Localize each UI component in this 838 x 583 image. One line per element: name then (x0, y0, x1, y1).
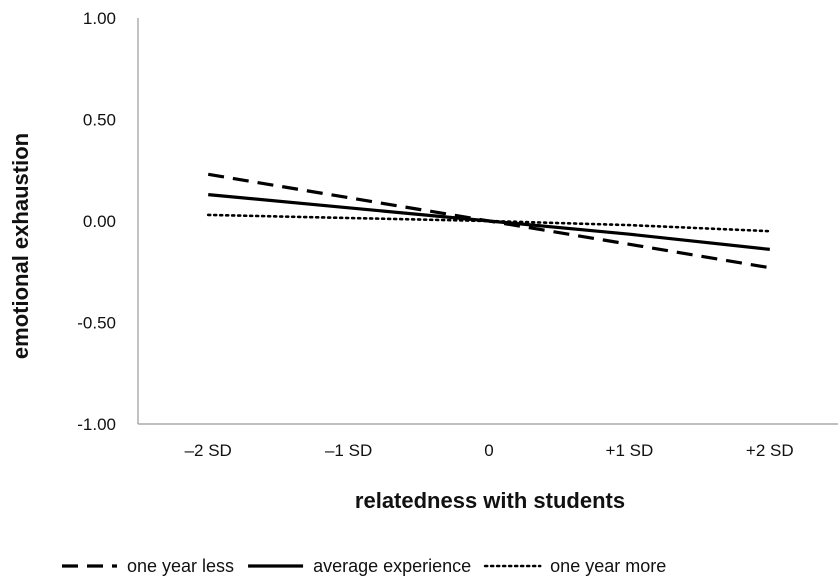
plot-area (137, 18, 838, 425)
x-tick-label: –1 SD (325, 441, 372, 460)
x-tick-label: +2 SD (746, 441, 794, 460)
x-tick-label: –2 SD (185, 441, 232, 460)
y-tick-label: -0.50 (77, 314, 116, 333)
y-tick-label: 0.00 (83, 212, 116, 231)
y-axis-title: emotional exhaustion (8, 133, 33, 359)
y-tick-label: -1.00 (77, 415, 116, 434)
series-line-average-experience (208, 193, 770, 251)
y-tick-label: 1.00 (83, 9, 116, 28)
series-line-one-year-more (206, 213, 772, 233)
x-tick-label: +1 SD (606, 441, 654, 460)
y-tick-labels: 1.00 0.50 0.00 -0.50 -1.00 (77, 9, 116, 434)
y-tick-label: 0.50 (83, 111, 116, 130)
legend: one year less average experience one year … (62, 556, 666, 576)
legend-label: average experience (313, 556, 471, 576)
series-lines (206, 172, 772, 270)
x-axis-title: relatedness with students (355, 488, 625, 513)
legend-label: one year more (550, 556, 666, 576)
x-tick-labels: –2 SD –1 SD 0 +1 SD +2 SD (185, 441, 794, 460)
x-tick-label: 0 (484, 441, 493, 460)
legend-label: one year less (127, 556, 234, 576)
